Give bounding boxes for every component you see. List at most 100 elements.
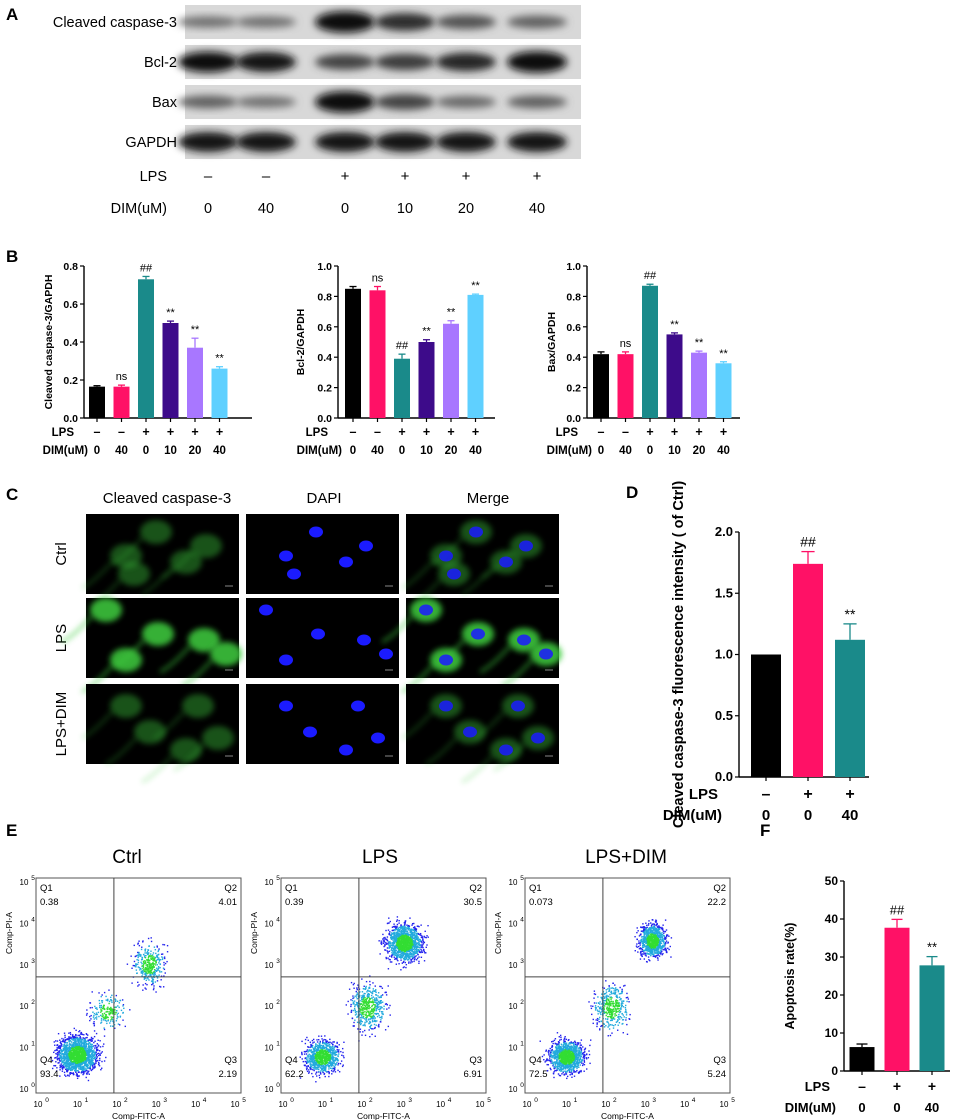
scatter-point: [336, 1042, 338, 1044]
scatter-point: [76, 1057, 78, 1060]
scatter-point: [69, 1062, 72, 1064]
scatter-point: [77, 1039, 80, 1041]
scatter-point: [100, 1021, 103, 1023]
scatter-point: [142, 971, 144, 973]
scatter-point: [99, 1005, 101, 1007]
scatter-point: [405, 946, 407, 949]
dim-value: 10: [164, 445, 177, 457]
scatter-point: [71, 1043, 73, 1045]
scatter-point: [76, 1054, 78, 1056]
scatter-point: [389, 946, 391, 948]
scatter-point: [65, 1060, 67, 1063]
scatter-point: [301, 1040, 303, 1043]
scatter-point: [142, 940, 144, 942]
scatter-point: [75, 1070, 77, 1072]
scatter-point: [395, 928, 398, 931]
scatter-point: [63, 1041, 65, 1043]
scatter-point: [391, 948, 393, 950]
scatter-point: [330, 1056, 333, 1058]
scatter-point: [69, 1042, 71, 1045]
scatter-point: [391, 937, 393, 940]
scatter-point: [156, 977, 159, 979]
scatter-point: [79, 1058, 81, 1060]
scatter-point: [408, 957, 411, 959]
scatter-point: [90, 1060, 93, 1063]
scatter-point: [316, 1041, 319, 1043]
scatter-point: [133, 964, 136, 967]
scatter-point: [81, 1040, 83, 1042]
scatter-point: [156, 955, 159, 958]
scatter-point: [153, 974, 155, 976]
scatter-point: [116, 1017, 118, 1020]
scatter-point: [383, 940, 385, 942]
scatter-point: [338, 1049, 340, 1051]
quadrant-value: 0.38: [40, 897, 59, 908]
scatter-point: [317, 1062, 319, 1064]
scatter-point: [96, 1056, 98, 1058]
microscopy-image: [406, 684, 559, 764]
scatter-point: [396, 957, 399, 959]
scatter-point: [403, 929, 406, 932]
scatter-point: [392, 941, 394, 944]
scatter-point: [140, 954, 142, 956]
scatter-point: [313, 1052, 315, 1054]
dim-value: 0: [143, 445, 149, 457]
scatter-point: [81, 1070, 84, 1072]
scatter-point: [93, 1045, 95, 1047]
dim-row-label: DIM(uM): [297, 445, 343, 457]
scatter-point: [393, 948, 395, 951]
scatter-point: [330, 1070, 333, 1072]
scatter-point: [140, 959, 143, 961]
scatter-point: [103, 1060, 106, 1062]
scatter-point: [60, 1056, 62, 1058]
scatter-point: [54, 1044, 56, 1046]
scatter-point: [416, 935, 418, 938]
scatter-point: [98, 999, 101, 1002]
scatter-point: [129, 1009, 131, 1011]
scatter-point: [359, 1021, 361, 1024]
scatter-point: [103, 1043, 105, 1045]
scatter-point: [77, 1046, 79, 1048]
scatter-point: [319, 1059, 321, 1061]
scatter-point: [307, 1039, 309, 1042]
scatter-point: [406, 945, 408, 947]
scatter-point: [84, 1069, 86, 1071]
scatter-point: [110, 996, 112, 999]
scatter-point: [162, 986, 165, 988]
scatter-point: [324, 1069, 326, 1071]
scatter-point: [89, 1039, 92, 1041]
scatter-point: [423, 935, 425, 938]
scatter-point: [409, 949, 412, 951]
scatter-point: [91, 991, 93, 993]
x-decade-exponent: 1: [85, 1097, 89, 1104]
scatter-point: [74, 1040, 77, 1042]
scatter-point: [413, 954, 415, 957]
scatter-point: [416, 950, 418, 952]
scatter-point: [401, 950, 403, 952]
dim-value: 40: [115, 445, 128, 457]
scatter-point: [146, 976, 149, 979]
scatter-point: [79, 1039, 81, 1041]
scatter-point: [413, 931, 416, 933]
scatter-point: [156, 946, 159, 948]
scatter-point: [411, 938, 413, 940]
scatter-point: [399, 944, 401, 947]
scatter-point: [103, 991, 106, 994]
scatter-point: [360, 1000, 362, 1002]
x-decade-base: 10: [73, 1100, 82, 1109]
scatter-point: [413, 922, 415, 925]
scatter-point: [410, 945, 412, 947]
scatter-point: [152, 958, 155, 960]
scatter-point: [82, 1067, 84, 1069]
scatter-point: [340, 1060, 343, 1062]
scatter-point: [108, 1013, 110, 1015]
scatter-point: [396, 923, 399, 926]
scatter-point: [411, 940, 414, 942]
scatter-point: [416, 942, 419, 944]
scatter-point: [325, 1056, 328, 1059]
scatter-point: [67, 1050, 70, 1053]
scatter-point: [93, 1018, 95, 1020]
scatter-point: [404, 956, 406, 958]
scatter-point: [109, 1011, 112, 1014]
scatter-point: [92, 1066, 94, 1069]
